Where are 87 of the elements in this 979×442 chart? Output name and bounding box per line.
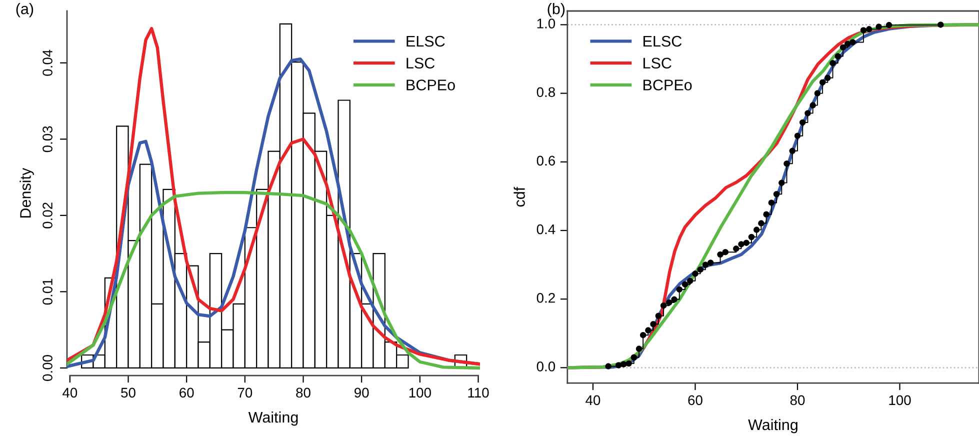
- point: [834, 53, 842, 60]
- y-tick-label: 0.0: [536, 362, 556, 372]
- legend-label: LSC: [406, 58, 435, 69]
- point: [814, 90, 821, 96]
- x-tick-label: 90: [354, 388, 369, 398]
- x-tick-label: 60: [688, 395, 702, 406]
- point: [824, 74, 831, 81]
- point: [692, 270, 698, 277]
- line-series: [67, 190, 480, 370]
- point: [660, 302, 667, 309]
- y-tick-label: 0.01: [42, 278, 52, 305]
- point: [844, 40, 851, 48]
- x-tick-label: 80: [790, 395, 805, 406]
- point: [799, 119, 806, 126]
- y-tick-label: 0.03: [42, 126, 52, 152]
- x-tick-label: 40: [62, 388, 78, 398]
- point: [810, 102, 816, 108]
- point: [819, 79, 826, 86]
- point: [682, 281, 688, 288]
- y-axis-title: cdf: [514, 186, 525, 207]
- point: [938, 22, 944, 28]
- point: [620, 361, 627, 368]
- y-tick-label: 0.4: [536, 224, 556, 234]
- point: [686, 278, 694, 284]
- point: [850, 39, 856, 46]
- y-tick-label: 0.04: [42, 50, 52, 76]
- x-tick-label: 40: [586, 395, 600, 406]
- point: [676, 286, 682, 293]
- point: [733, 246, 740, 252]
- chart-title: (a): [16, 3, 34, 18]
- point: [636, 346, 642, 352]
- point: [758, 220, 764, 226]
- point: [640, 332, 646, 338]
- point: [655, 312, 662, 320]
- point: [717, 251, 724, 258]
- legend-label: ELSC: [644, 36, 682, 47]
- point: [666, 299, 672, 306]
- legend-label: BCPEo: [406, 80, 455, 90]
- y-tick-label: 0.6: [536, 156, 555, 166]
- point: [789, 148, 796, 154]
- point: [768, 200, 775, 206]
- point: [876, 24, 882, 30]
- x-axis-title: Waiting: [248, 411, 298, 426]
- point: [650, 320, 656, 328]
- point: [804, 110, 811, 116]
- chart-title: (b): [548, 3, 565, 18]
- point: [840, 44, 846, 50]
- y-tick-label: 0.2: [536, 292, 555, 303]
- point: [707, 260, 714, 266]
- point: [738, 241, 744, 248]
- point: [702, 262, 709, 268]
- point: [773, 191, 780, 198]
- y-axis-title: Density: [20, 168, 34, 218]
- y-tick-label: 0.02: [42, 202, 52, 228]
- legend-label: BCPEo: [644, 80, 692, 90]
- point: [626, 360, 632, 367]
- x-tick-label: 70: [238, 388, 252, 398]
- point: [697, 266, 704, 273]
- point: [784, 160, 790, 167]
- point: [671, 296, 678, 303]
- point: [886, 22, 892, 28]
- point: [753, 226, 760, 233]
- x-tick-label: 110: [468, 388, 489, 398]
- point: [778, 180, 785, 186]
- point: [645, 327, 652, 334]
- x-tick-label: 80: [296, 388, 310, 398]
- point: [722, 248, 729, 256]
- point: [630, 354, 637, 361]
- x-axis-title: Waiting: [748, 418, 798, 434]
- x-tick-label: 60: [180, 388, 194, 398]
- point: [605, 363, 612, 370]
- point: [794, 132, 801, 139]
- point: [763, 211, 770, 218]
- x-tick-label: 100: [409, 388, 431, 398]
- point: [830, 60, 836, 66]
- y-tick-label: 0.8: [536, 87, 555, 98]
- point: [748, 234, 755, 240]
- point: [615, 362, 622, 368]
- legend-label: LSC: [644, 58, 672, 69]
- x-tick-label: 50: [121, 388, 136, 398]
- y-tick-label: 1.0: [537, 18, 556, 28]
- y-tick-label: 0.00: [42, 355, 52, 381]
- point: [743, 240, 750, 246]
- x-tick-label: 100: [889, 395, 911, 406]
- legend-label: ELSC: [406, 36, 445, 47]
- point: [860, 27, 867, 34]
- point: [866, 26, 872, 32]
